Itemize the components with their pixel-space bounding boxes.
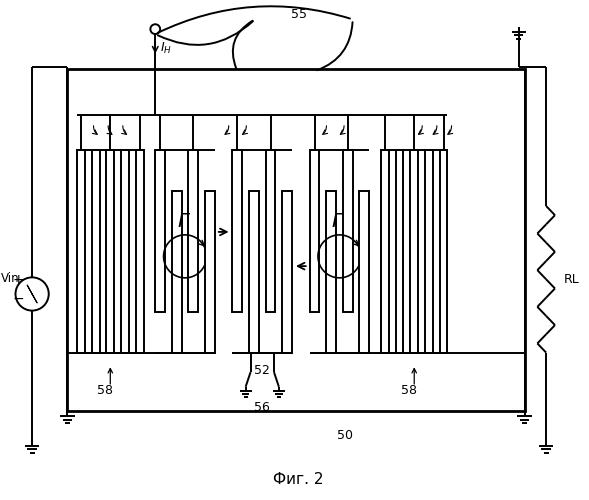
Bar (172, 191, 181, 352)
Bar (439, 150, 448, 352)
Text: Γ: Γ (332, 212, 343, 231)
Text: 58: 58 (401, 384, 418, 396)
Text: Γ: Γ (177, 212, 188, 231)
Bar (282, 191, 292, 352)
Bar (67, 69, 525, 411)
Bar (381, 150, 389, 352)
Bar (188, 150, 198, 312)
Bar (121, 150, 129, 352)
Bar (359, 191, 369, 352)
Bar (233, 150, 242, 312)
Bar (92, 150, 100, 352)
Bar (77, 150, 85, 352)
Text: RL: RL (564, 273, 580, 286)
Bar (155, 150, 165, 312)
Text: +: + (12, 273, 24, 287)
Text: 55: 55 (291, 8, 307, 22)
Text: Vin: Vin (1, 272, 20, 285)
Text: −: − (12, 292, 24, 306)
Text: 58: 58 (97, 384, 114, 396)
Bar (343, 150, 353, 312)
Text: 50: 50 (337, 428, 353, 442)
Text: 56: 56 (254, 401, 270, 414)
Bar (411, 150, 418, 352)
Bar (107, 150, 114, 352)
Text: Фиг. 2: Фиг. 2 (273, 472, 323, 487)
Bar (249, 191, 259, 352)
Bar (396, 150, 403, 352)
Bar (205, 191, 215, 352)
Bar (425, 150, 433, 352)
Bar (266, 150, 276, 312)
Bar (326, 191, 336, 352)
Bar (135, 150, 144, 352)
Text: $I_H$: $I_H$ (160, 41, 172, 56)
Text: 52: 52 (254, 364, 270, 377)
Bar (310, 150, 319, 312)
